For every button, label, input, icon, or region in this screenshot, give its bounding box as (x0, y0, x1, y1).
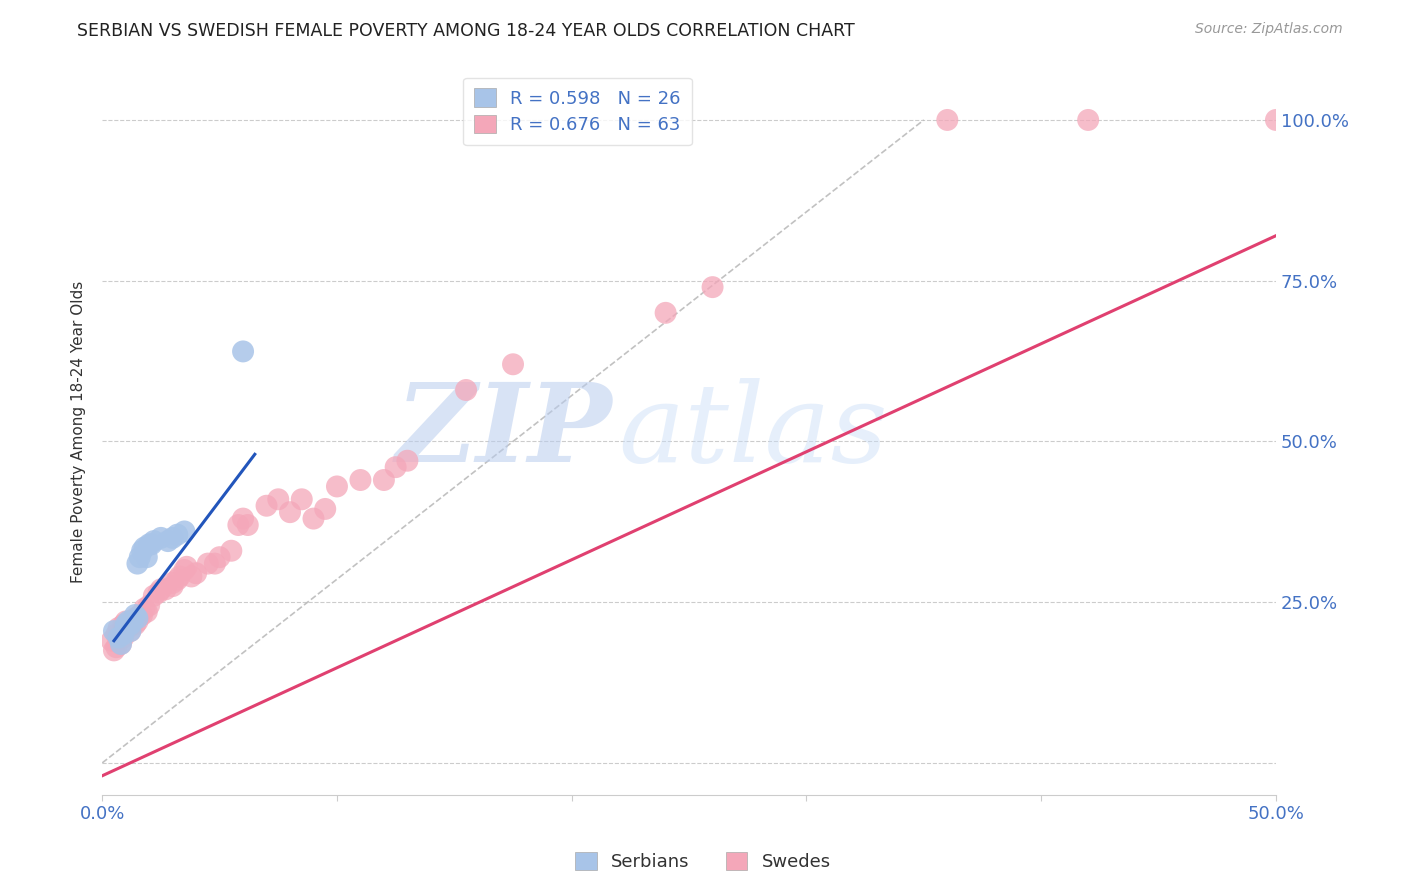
Point (105, 627, 128, 641)
Point (131, 543, 153, 558)
Point (128, 550, 150, 565)
Point (100, 633, 122, 648)
Point (127, 557, 149, 571)
Point (138, 599, 160, 613)
Point (121, 615, 143, 629)
Point (702, 280, 724, 294)
Point (138, 537, 160, 551)
Point (173, 524, 195, 539)
Point (180, 569, 202, 583)
Point (114, 615, 136, 629)
Text: ZIP: ZIP (396, 378, 613, 485)
Point (107, 621, 129, 635)
Point (162, 575, 184, 590)
Point (166, 573, 188, 587)
Point (278, 505, 301, 519)
Point (149, 531, 172, 545)
Point (117, 621, 139, 635)
Point (103, 624, 125, 639)
Point (936, 112, 959, 127)
Point (204, 557, 226, 571)
Point (326, 479, 349, 493)
Point (141, 537, 163, 551)
Point (156, 534, 179, 549)
Point (654, 306, 676, 320)
Text: atlas: atlas (619, 378, 889, 485)
Point (267, 492, 290, 507)
Point (1077, 112, 1099, 127)
Point (1265, 112, 1288, 127)
Point (162, 579, 184, 593)
Point (454, 383, 477, 397)
Point (166, 527, 188, 541)
Point (256, 499, 278, 513)
Point (173, 563, 195, 577)
Point (112, 617, 135, 632)
Point (124, 608, 146, 623)
Point (124, 611, 146, 625)
Point (291, 492, 314, 507)
Point (232, 511, 254, 525)
Point (103, 643, 125, 657)
Point (373, 473, 395, 487)
Text: Source: ZipAtlas.com: Source: ZipAtlas.com (1195, 22, 1343, 37)
Point (131, 608, 153, 623)
Point (221, 543, 243, 558)
Point (155, 582, 177, 597)
Legend: R = 0.598   N = 26, R = 0.676   N = 63: R = 0.598 N = 26, R = 0.676 N = 63 (464, 78, 692, 145)
Point (149, 582, 172, 597)
Point (135, 550, 157, 565)
Point (169, 569, 191, 583)
Point (114, 617, 136, 632)
Point (184, 566, 207, 581)
Point (148, 585, 170, 599)
Point (176, 559, 198, 574)
Point (142, 589, 165, 603)
Y-axis label: Female Poverty Among 18-24 Year Olds: Female Poverty Among 18-24 Year Olds (72, 281, 86, 582)
Point (120, 624, 142, 639)
Point (120, 617, 142, 632)
Point (396, 454, 419, 468)
Point (208, 550, 231, 565)
Point (135, 605, 157, 619)
Point (110, 637, 132, 651)
Point (134, 601, 156, 615)
Point (121, 615, 143, 629)
Point (105, 640, 128, 655)
Point (117, 617, 139, 632)
Point (114, 621, 136, 635)
Point (114, 621, 136, 635)
Point (302, 511, 325, 525)
Point (127, 611, 149, 625)
Legend: Serbians, Swedes: Serbians, Swedes (568, 845, 838, 879)
Point (314, 502, 336, 516)
Point (197, 557, 219, 571)
Point (502, 357, 524, 371)
Point (124, 617, 146, 632)
Point (349, 473, 371, 487)
Point (117, 615, 139, 629)
Point (120, 624, 142, 639)
Point (107, 631, 129, 645)
Text: SERBIAN VS SWEDISH FEMALE POVERTY AMONG 18-24 YEAR OLDS CORRELATION CHART: SERBIAN VS SWEDISH FEMALE POVERTY AMONG … (77, 22, 855, 40)
Point (384, 460, 406, 475)
Point (107, 631, 129, 645)
Point (110, 627, 132, 641)
Point (232, 344, 254, 359)
Point (236, 518, 259, 533)
Point (110, 637, 132, 651)
Point (127, 615, 149, 629)
Point (128, 608, 150, 623)
Point (142, 534, 165, 549)
Point (134, 541, 156, 555)
Point (120, 615, 142, 629)
Point (121, 617, 143, 632)
Point (112, 631, 135, 645)
Point (112, 627, 135, 641)
Point (162, 531, 184, 545)
Point (228, 518, 250, 533)
